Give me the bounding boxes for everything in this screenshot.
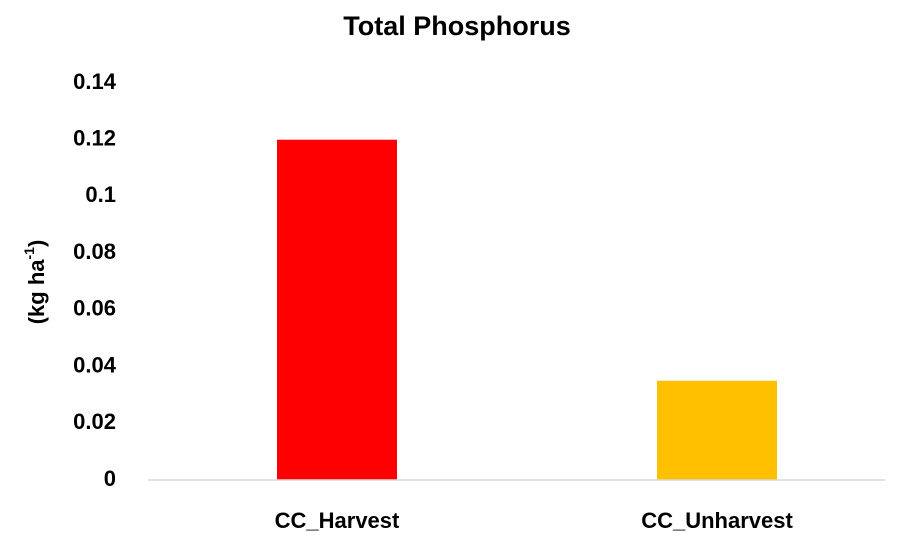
y-tick-label: 0.1: [85, 182, 116, 207]
chart-title: Total Phosphorus: [343, 11, 571, 41]
y-tick-label: 0.02: [73, 409, 116, 434]
x-tick-label: CC_Unharvest: [641, 508, 793, 533]
x-tick-label: CC_Harvest: [275, 508, 400, 533]
y-tick-label: 0.06: [73, 296, 116, 321]
bar: [657, 380, 777, 480]
y-axis-label-superscript: -1: [21, 247, 37, 260]
y-tick-label: 0.14: [73, 69, 117, 94]
y-tick-label: 0.12: [73, 126, 116, 151]
y-tick-label: 0: [104, 466, 116, 491]
y-axis-label-part: ): [24, 240, 49, 247]
bar: [277, 139, 397, 480]
y-tick-label: 0.08: [73, 239, 116, 264]
y-axis-label: (kg ha-1): [21, 240, 49, 325]
y-tick-label: 0.04: [73, 352, 117, 377]
y-axis-label-part: (kg ha: [24, 259, 49, 325]
